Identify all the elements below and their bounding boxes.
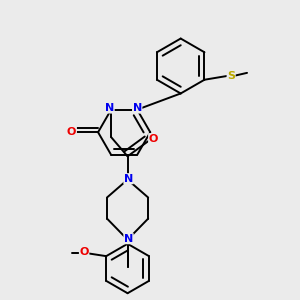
Text: N: N	[105, 103, 114, 113]
Text: O: O	[67, 127, 76, 137]
Text: S: S	[227, 70, 235, 81]
Text: N: N	[124, 234, 133, 244]
Text: N: N	[124, 174, 133, 184]
Text: N: N	[133, 103, 142, 113]
Text: O: O	[149, 134, 158, 144]
Text: O: O	[80, 247, 89, 257]
